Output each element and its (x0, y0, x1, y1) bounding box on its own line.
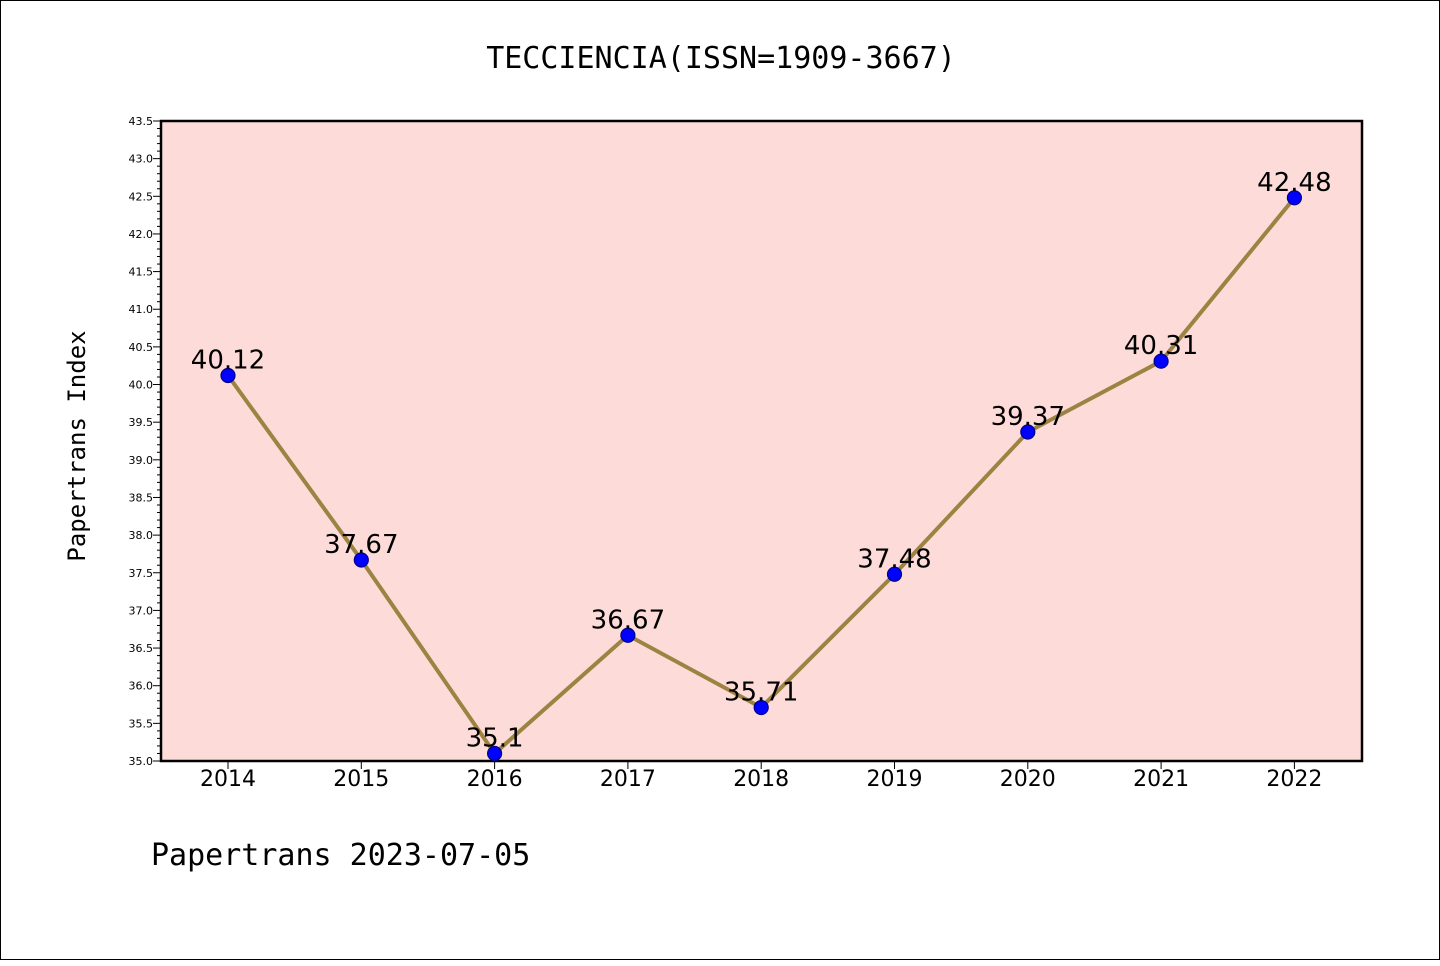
data-point (487, 745, 503, 762)
y-tick-label: 43.5 (129, 115, 154, 128)
y-axis: 35.0 35.5 36.0 36.5 37.0 37.5 38.0 38.5 39.0 39.5… (129, 115, 161, 768)
data-point (753, 699, 769, 716)
y-tick-label: 39.5 (129, 416, 154, 429)
y-tick-label: 35.0 (129, 755, 154, 768)
y-tick-label: 38.0 (129, 529, 154, 542)
data-label: 36.67 (591, 605, 665, 635)
x-tick-label: 2022 (1266, 767, 1322, 792)
y-tick-label: 40.0 (129, 379, 154, 392)
chart-title: TECCIENCIA(ISSN=1909-3667) (486, 41, 956, 76)
data-label: 40.12 (191, 345, 265, 375)
data-label: 40.31 (1124, 331, 1198, 361)
data-point (620, 627, 636, 643)
x-axis: 2014 2015 2016 2017 2018 2019 2020 2021 2022 (200, 761, 1322, 792)
y-tick-label: 42.0 (129, 228, 154, 241)
plot-area (159, 119, 1364, 763)
y-tick-label: 36.5 (129, 642, 154, 655)
y-tick-label: 42.5 (129, 190, 154, 203)
x-tick-label: 2015 (333, 767, 389, 792)
y-tick-label: 39.0 (129, 454, 154, 467)
data-label: 35.71 (724, 678, 798, 708)
x-tick-label: 2020 (1000, 767, 1056, 792)
x-tick-label: 2018 (733, 767, 789, 792)
data-point (1286, 190, 1303, 206)
y-axis-label: Papertrans Index (63, 330, 91, 561)
y-tick-label: 40.5 (129, 341, 154, 354)
x-tick-label: 2021 (1133, 767, 1189, 792)
y-tick-label: 38.5 (129, 491, 154, 504)
y-tick-label: 35.5 (129, 717, 154, 730)
y-tick-label: 41.5 (129, 266, 154, 279)
data-point (353, 552, 369, 568)
data-label: 37.67 (324, 530, 398, 560)
y-tick-label: 37.5 (129, 567, 154, 580)
data-point (1153, 353, 1169, 369)
x-tick-label: 2016 (467, 767, 523, 792)
y-tick-label: 37.0 (129, 604, 154, 617)
series-papertrans-index: 40.12 37.67 35.1 36.67 35.71 37.48 39.37 40.31 4… (191, 168, 1332, 762)
footer-text: Papertrans 2023-07-05 (151, 838, 530, 873)
data-label: 35.1 (466, 723, 524, 753)
data-point (220, 367, 236, 384)
y-tick-label: 36.0 (129, 680, 154, 693)
data-label: 42.48 (1257, 168, 1331, 198)
y-tick-label: 43.0 (129, 153, 154, 166)
y-tick-label: 41.0 (129, 303, 154, 316)
data-label: 39.37 (991, 402, 1065, 432)
x-tick-label: 2017 (600, 767, 656, 792)
data-label: 37.48 (857, 544, 931, 574)
x-tick-label: 2019 (867, 767, 923, 792)
x-tick-label: 2014 (200, 767, 256, 792)
data-point (886, 566, 903, 582)
data-point (1020, 424, 1036, 440)
